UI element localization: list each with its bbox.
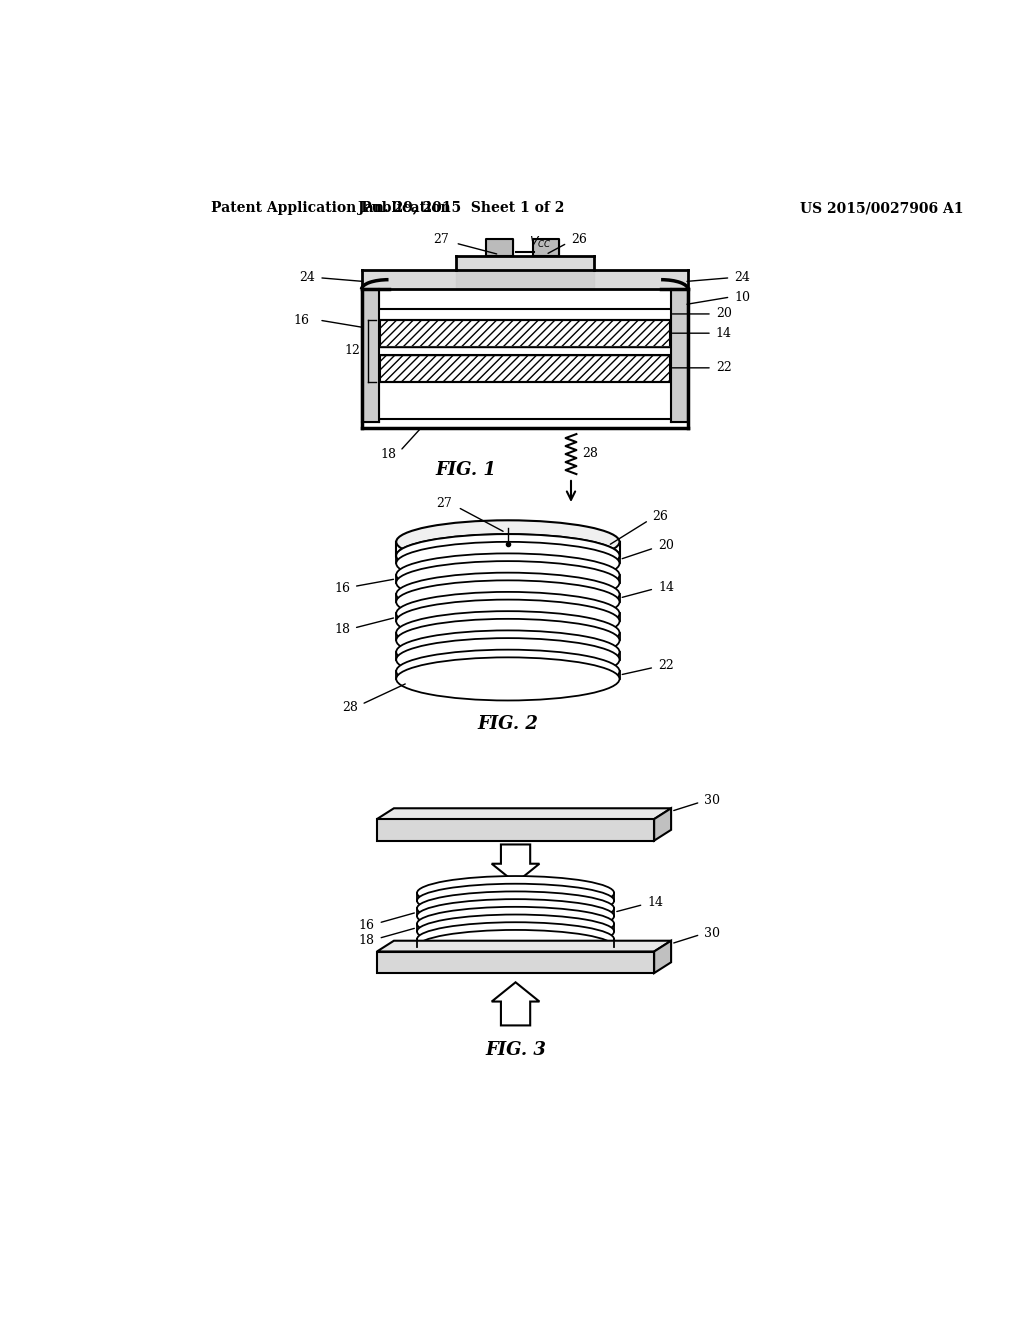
Text: 14: 14 — [647, 896, 664, 909]
Text: 26: 26 — [652, 510, 669, 523]
Polygon shape — [377, 952, 654, 973]
Ellipse shape — [396, 561, 620, 605]
Text: 16: 16 — [334, 582, 350, 594]
FancyArrow shape — [492, 845, 540, 883]
FancyArrow shape — [492, 982, 540, 1026]
Ellipse shape — [396, 611, 620, 655]
Ellipse shape — [417, 899, 614, 933]
Text: 18: 18 — [334, 623, 350, 636]
Ellipse shape — [417, 876, 614, 909]
Ellipse shape — [417, 923, 614, 956]
Ellipse shape — [396, 573, 620, 615]
Polygon shape — [377, 818, 654, 841]
Text: 20: 20 — [716, 308, 731, 321]
Ellipse shape — [396, 535, 620, 577]
Text: 27: 27 — [433, 232, 450, 246]
Ellipse shape — [396, 631, 620, 673]
Text: 30: 30 — [705, 927, 720, 940]
Text: 30: 30 — [705, 795, 720, 807]
Ellipse shape — [417, 891, 614, 925]
Ellipse shape — [417, 929, 614, 964]
Text: 22: 22 — [716, 362, 731, 375]
Ellipse shape — [417, 884, 614, 917]
Text: 14: 14 — [716, 326, 732, 339]
Text: US 2015/0027906 A1: US 2015/0027906 A1 — [801, 202, 964, 215]
Text: Jan. 29, 2015  Sheet 1 of 2: Jan. 29, 2015 Sheet 1 of 2 — [358, 202, 565, 215]
Text: 22: 22 — [658, 659, 674, 672]
Text: $V_{CC}$: $V_{CC}$ — [528, 235, 551, 249]
Text: FIG. 1: FIG. 1 — [435, 461, 496, 479]
Ellipse shape — [396, 553, 620, 597]
Ellipse shape — [504, 540, 512, 544]
Bar — [380, 355, 670, 381]
Ellipse shape — [396, 543, 620, 585]
Text: 10: 10 — [734, 290, 751, 304]
Polygon shape — [377, 941, 671, 952]
Ellipse shape — [396, 591, 620, 635]
Ellipse shape — [417, 907, 614, 941]
Text: FIG. 3: FIG. 3 — [485, 1041, 546, 1059]
Text: 28: 28 — [342, 701, 357, 714]
Text: 24: 24 — [734, 271, 751, 284]
Text: 14: 14 — [658, 581, 674, 594]
Text: 26: 26 — [571, 232, 587, 246]
Ellipse shape — [396, 649, 620, 693]
Text: 27: 27 — [436, 496, 452, 510]
Text: 18: 18 — [358, 935, 375, 948]
Text: FIG. 2: FIG. 2 — [477, 714, 539, 733]
Ellipse shape — [396, 581, 620, 623]
Polygon shape — [377, 808, 671, 818]
Ellipse shape — [417, 915, 614, 949]
Text: Patent Application Publication: Patent Application Publication — [211, 202, 451, 215]
Ellipse shape — [396, 599, 620, 643]
Text: 24: 24 — [299, 271, 315, 284]
Bar — [380, 321, 670, 347]
Ellipse shape — [396, 520, 620, 564]
Text: 12: 12 — [345, 345, 360, 358]
Text: 20: 20 — [658, 539, 674, 552]
Ellipse shape — [396, 619, 620, 663]
Text: 28: 28 — [583, 446, 598, 459]
Polygon shape — [654, 808, 671, 841]
Text: 16: 16 — [293, 314, 309, 326]
Ellipse shape — [396, 535, 620, 577]
Text: 18: 18 — [380, 449, 396, 462]
Text: 16: 16 — [358, 919, 375, 932]
Polygon shape — [654, 941, 671, 973]
Ellipse shape — [396, 638, 620, 681]
Ellipse shape — [396, 657, 620, 701]
